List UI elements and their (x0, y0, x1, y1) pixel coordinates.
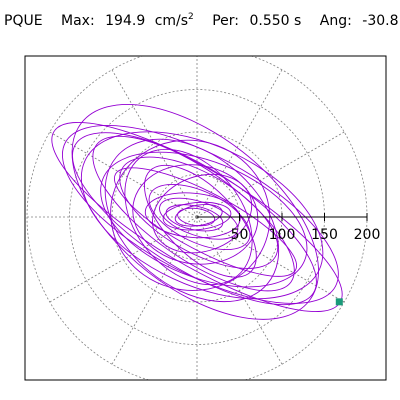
chart-header: PQUE Max: 194.9 cm/s2 Per: 0.550 s Ang: … (4, 12, 399, 29)
radial-tick-label-50: 50 (231, 227, 249, 243)
trace-loop-14 (162, 201, 232, 231)
radial-tick-label-100: 100 (269, 227, 296, 243)
trace-loop-4 (92, 135, 295, 292)
trace-loop-11 (148, 183, 251, 251)
end-marker (335, 298, 343, 306)
end-marker-layer (335, 298, 343, 306)
radial-tick-label-150: 150 (311, 227, 338, 243)
ang-value: -30.8 (362, 13, 399, 29)
radial-tick-label-200: 200 (354, 227, 381, 243)
trace-loop-8 (110, 139, 271, 291)
max-unit: cm/s (154, 13, 189, 29)
trace-loop-1 (62, 125, 339, 304)
max-value: 194.9 (105, 13, 146, 29)
grid-spoke-240 (111, 216, 198, 365)
plot-frame (24, 55, 387, 381)
trace-loop-21 (152, 173, 253, 254)
radial-axis: 50 100 150 200 (197, 213, 380, 243)
trace-loop-10 (132, 164, 259, 265)
trace-loop-16 (174, 203, 223, 227)
max-unit-exponent: 2 (188, 12, 194, 22)
trace-loop-20 (124, 148, 253, 286)
station-code: PQUE (4, 13, 43, 29)
max-label: Max: (61, 13, 95, 29)
trace-loop-12 (144, 192, 241, 239)
ang-label: Ang: (319, 13, 352, 29)
grid-spoke-300 (196, 216, 283, 365)
trace-loop-18 (71, 103, 319, 320)
per-label: Per: (212, 13, 240, 29)
trace-loop-15 (165, 204, 224, 232)
per-value: 0.550 s (249, 13, 302, 29)
grid-spoke-330 (196, 216, 345, 303)
trace-loop-6 (104, 138, 280, 303)
trace-loop-19 (113, 167, 298, 277)
trace-loop-5 (100, 151, 308, 288)
grid-spoke-150 (49, 131, 198, 218)
trace-loop-17 (177, 207, 216, 227)
